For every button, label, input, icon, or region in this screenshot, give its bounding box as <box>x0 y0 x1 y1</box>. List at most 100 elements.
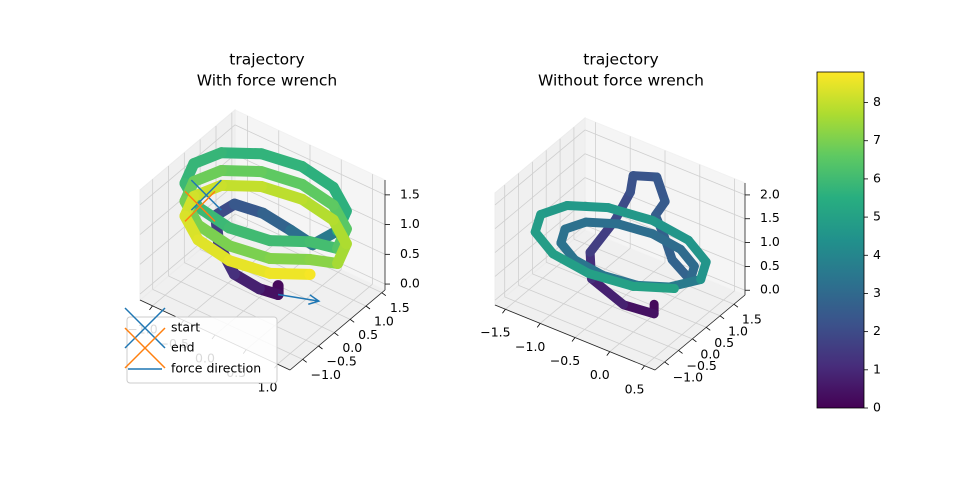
trajectory-point <box>648 215 693 245</box>
tick-mark <box>606 351 611 356</box>
colorbar <box>816 71 865 409</box>
tick-mark <box>705 326 711 331</box>
tick-mark <box>502 308 506 314</box>
tick-mark <box>733 303 739 308</box>
trajectory-point <box>603 203 658 225</box>
chart-title: trajectory <box>583 51 658 69</box>
trajectory-point <box>192 219 235 252</box>
z-tick-label: 0.5 <box>400 246 420 261</box>
tick-mark <box>365 305 371 310</box>
z-tick-label: 1.0 <box>400 216 420 231</box>
trajectory-point <box>215 165 267 178</box>
grid-line <box>573 238 735 305</box>
tick-mark <box>349 319 355 323</box>
trajectory-point <box>223 222 276 247</box>
trajectory-point <box>619 300 659 319</box>
trajectory-point <box>255 180 308 205</box>
force-arrow <box>277 293 321 305</box>
grid-line <box>277 283 373 365</box>
z-tick-label: 0.5 <box>760 258 780 273</box>
z-tick-label: 0.0 <box>760 282 780 297</box>
grid-line <box>494 224 586 301</box>
trajectory-point <box>255 148 308 173</box>
legend-label: start <box>171 320 200 335</box>
tick-mark <box>641 365 645 371</box>
trajectory-point <box>215 147 267 160</box>
x-tick-label: −1.0 <box>515 339 545 354</box>
colorbar-tick-label: 6 <box>873 170 881 185</box>
trajectory-point <box>584 269 638 291</box>
trajectory-point <box>264 252 316 266</box>
trajectory-point <box>581 217 623 229</box>
tick-mark <box>536 323 541 328</box>
x-axis-line <box>494 304 656 371</box>
trajectory-point <box>192 234 235 267</box>
trajectory-point <box>296 161 339 193</box>
y-tick-label: 1.5 <box>390 300 410 315</box>
end-marker <box>184 190 216 222</box>
trajectory-point <box>610 187 635 225</box>
chart-title: With force wrench <box>197 72 338 90</box>
y-axis-line <box>289 289 386 371</box>
trajectory-point <box>296 193 339 226</box>
tick-mark <box>149 305 153 311</box>
x-tick-label: −0.5 <box>550 353 580 368</box>
y-tick-label: −1.0 <box>311 367 341 382</box>
tick-mark <box>719 315 725 320</box>
legend-marker <box>124 327 166 369</box>
trajectory-point <box>223 255 276 279</box>
trajectory-point <box>264 235 316 248</box>
grid-line <box>584 153 746 220</box>
grid-line <box>234 124 386 196</box>
trajectory-point <box>562 200 613 213</box>
tick-mark <box>571 337 576 342</box>
x-tick-label: 0.0 <box>590 367 610 382</box>
trajectory-point <box>536 200 572 219</box>
chart-title: trajectory <box>229 51 304 69</box>
grid-line <box>234 183 386 255</box>
y-tick-label: 0.5 <box>714 335 734 350</box>
colorbar-tick-label: 0 <box>873 400 881 415</box>
grid-line <box>584 177 746 243</box>
tick-mark <box>664 361 669 366</box>
trajectory-point <box>683 235 711 267</box>
trajectory-point <box>648 229 686 254</box>
grid-line <box>539 248 631 324</box>
y-tick-label: 1.0 <box>374 314 394 329</box>
legend-marker <box>124 307 166 349</box>
z-tick-label: 1.5 <box>400 186 420 201</box>
y-axis-line <box>654 294 746 371</box>
grid-line <box>518 285 679 351</box>
chart-title: Without force wrench <box>538 72 704 90</box>
grid-line <box>184 262 335 334</box>
colorbar-tick-label: 5 <box>873 209 881 224</box>
grid-line <box>532 273 693 340</box>
y-tick-label: 0.5 <box>358 327 378 342</box>
trajectory-point <box>296 178 339 211</box>
x-tick-label: 0.5 <box>625 381 645 396</box>
trajectory-point <box>587 274 629 310</box>
grid-line <box>584 224 746 291</box>
trajectory-point <box>548 249 594 279</box>
trajectory-point <box>255 166 308 190</box>
grid-line <box>644 290 735 367</box>
z-tick-label: 0.0 <box>400 276 420 291</box>
tick-mark <box>318 345 323 350</box>
trajectory-point <box>215 179 267 192</box>
start-marker <box>190 179 222 211</box>
legend-label: end <box>171 340 195 355</box>
colorbar-tick-label: 4 <box>873 247 881 262</box>
grid-line <box>505 233 596 310</box>
trajectory-point <box>613 219 658 239</box>
tick-mark <box>381 292 387 296</box>
y-tick-label: −1.0 <box>673 369 703 384</box>
grid-line <box>168 275 319 347</box>
colorbar-tick-label: 1 <box>873 361 881 376</box>
trajectory-point <box>264 267 316 280</box>
tick-mark <box>678 350 683 354</box>
y-tick-label: 0.0 <box>700 346 720 361</box>
x-tick-label: −1.5 <box>480 325 510 340</box>
y-tick-label: −0.5 <box>687 358 717 373</box>
